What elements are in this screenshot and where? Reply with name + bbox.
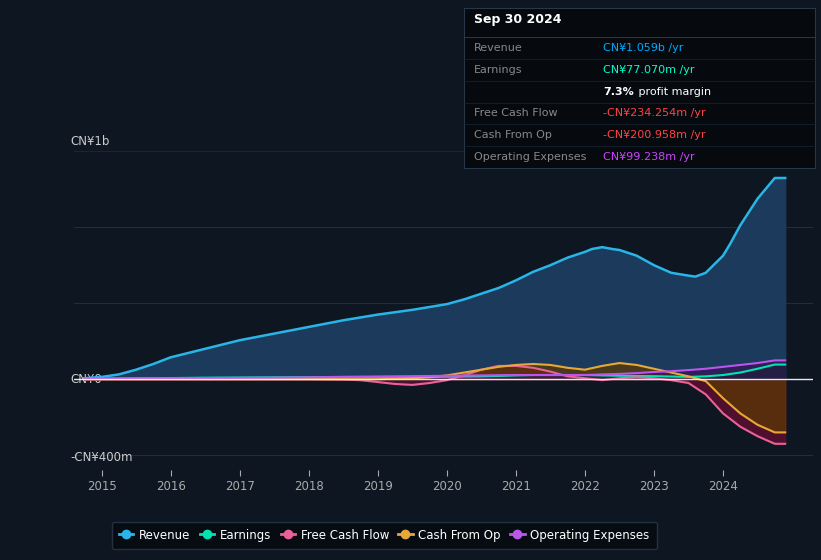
Text: CN¥99.238m /yr: CN¥99.238m /yr: [603, 152, 695, 162]
Text: Free Cash Flow: Free Cash Flow: [474, 109, 557, 119]
Text: profit margin: profit margin: [635, 87, 711, 97]
Text: Revenue: Revenue: [474, 43, 522, 53]
Text: CN¥1.059b /yr: CN¥1.059b /yr: [603, 43, 684, 53]
Legend: Revenue, Earnings, Free Cash Flow, Cash From Op, Operating Expenses: Revenue, Earnings, Free Cash Flow, Cash …: [112, 522, 657, 549]
Text: -CN¥234.254m /yr: -CN¥234.254m /yr: [603, 109, 706, 119]
Text: Earnings: Earnings: [474, 65, 522, 75]
Text: Operating Expenses: Operating Expenses: [474, 152, 586, 162]
Text: Cash From Op: Cash From Op: [474, 130, 552, 141]
Text: -CN¥400m: -CN¥400m: [70, 451, 133, 464]
Text: CN¥1b: CN¥1b: [70, 135, 109, 148]
Text: -CN¥200.958m /yr: -CN¥200.958m /yr: [603, 130, 706, 141]
Text: Sep 30 2024: Sep 30 2024: [474, 13, 562, 26]
Text: CN¥77.070m /yr: CN¥77.070m /yr: [603, 65, 695, 75]
Text: CN¥0: CN¥0: [70, 373, 102, 386]
Text: 7.3%: 7.3%: [603, 87, 634, 97]
